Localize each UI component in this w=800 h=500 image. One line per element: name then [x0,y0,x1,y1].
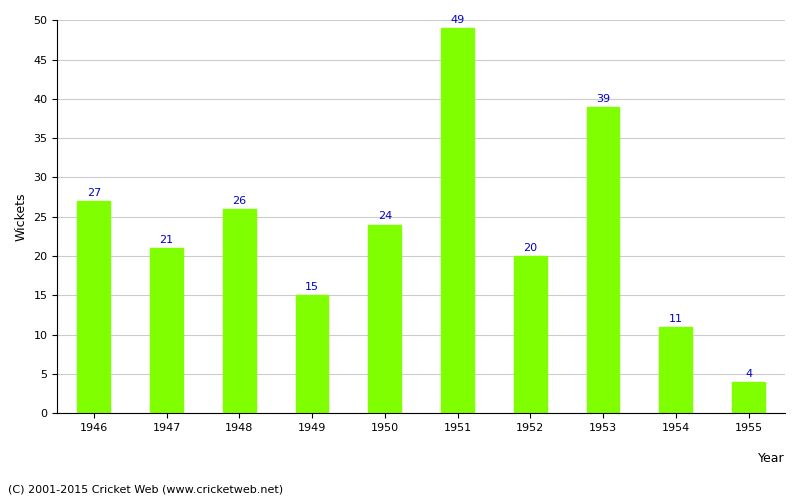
Text: Year: Year [758,452,785,465]
Text: (C) 2001-2015 Cricket Web (www.cricketweb.net): (C) 2001-2015 Cricket Web (www.cricketwe… [8,485,283,495]
Bar [659,326,692,413]
Text: 20: 20 [523,243,538,253]
Bar [78,201,110,413]
Bar [296,296,329,413]
Text: 21: 21 [159,235,174,245]
Text: 11: 11 [669,314,683,324]
Text: 24: 24 [378,212,392,222]
Y-axis label: Wickets: Wickets [15,192,28,241]
Bar [150,248,183,413]
Text: 15: 15 [305,282,319,292]
Text: 49: 49 [450,15,465,25]
Bar [586,107,619,413]
Text: 26: 26 [232,196,246,205]
Text: 4: 4 [745,368,752,378]
Bar [442,28,474,413]
Bar [732,382,765,413]
Text: 27: 27 [86,188,101,198]
Bar [369,224,401,413]
Bar [514,256,546,413]
Bar [223,209,256,413]
Text: 39: 39 [596,94,610,104]
